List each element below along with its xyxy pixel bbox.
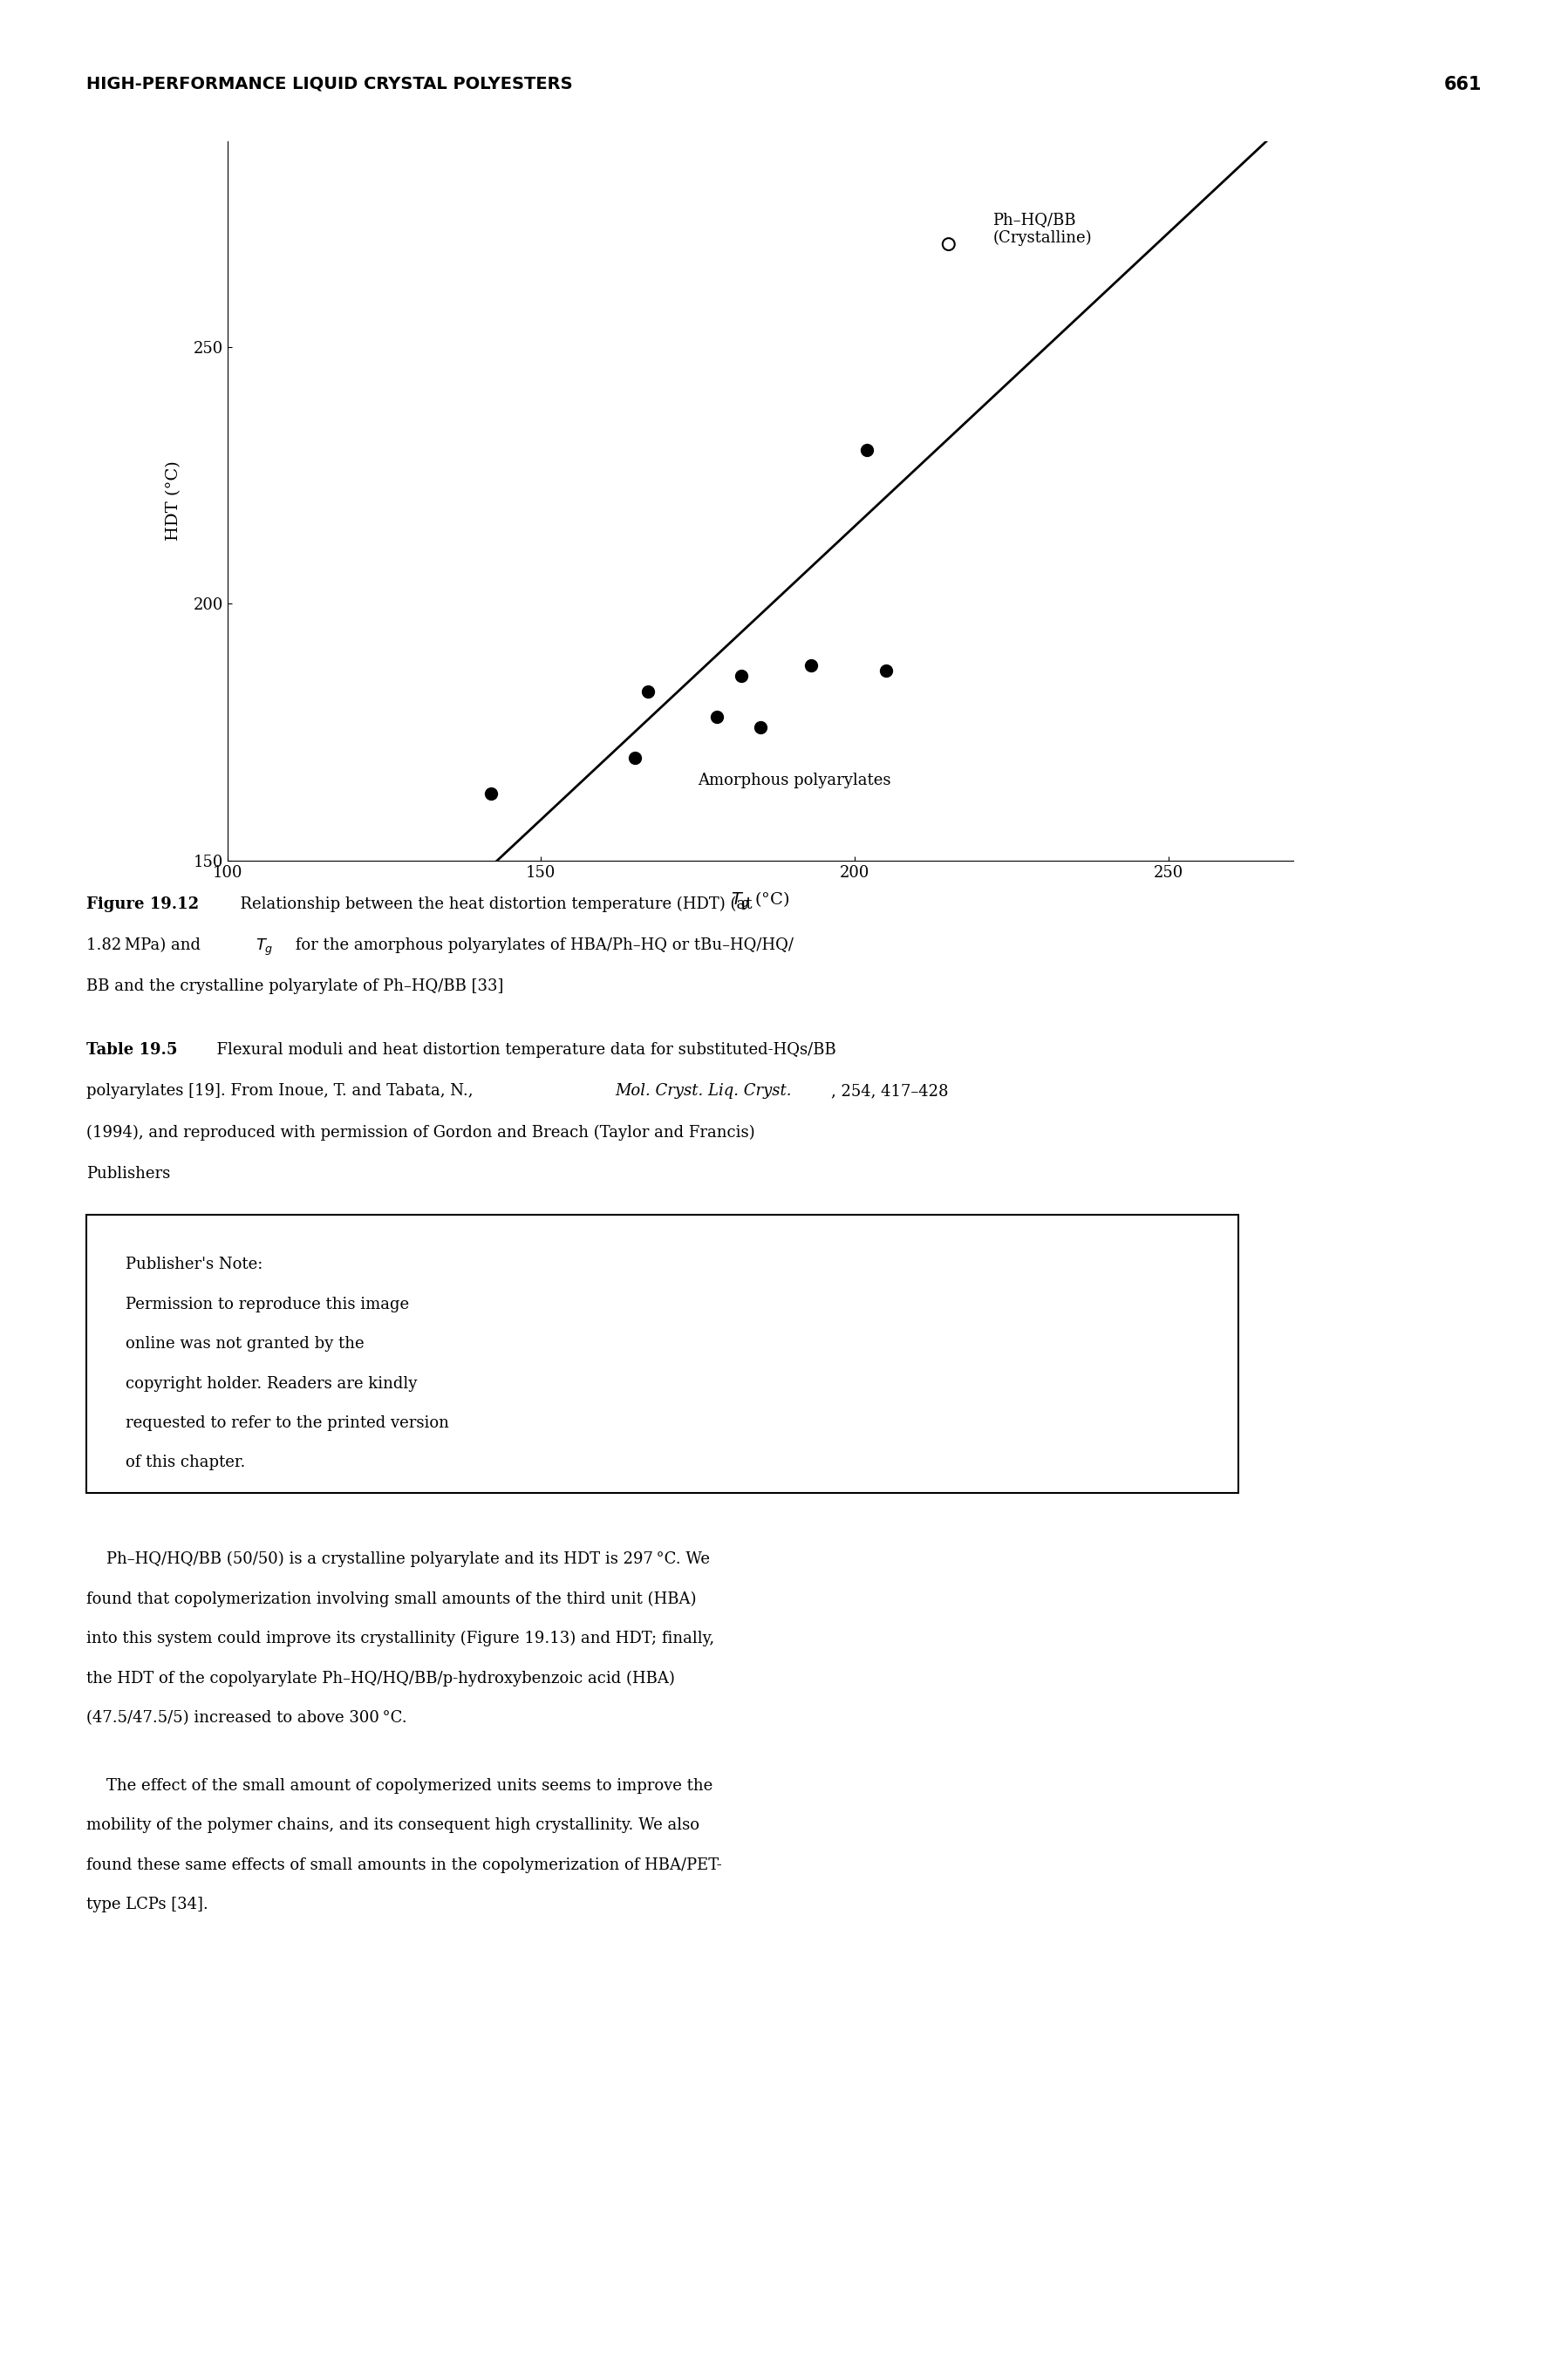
Text: found that copolymerization involving small amounts of the third unit (HBA): found that copolymerization involving sm… — [86, 1592, 696, 1608]
Point — [635, 672, 660, 710]
Text: the HDT of the copolyarylate Ph–HQ/HQ/BB/⁠p-hydroxybenzoic acid (HBA): the HDT of the copolyarylate Ph–HQ/HQ/BB… — [86, 1669, 674, 1686]
X-axis label: $T_g$ (°C): $T_g$ (°C) — [731, 891, 790, 913]
Text: Publishers: Publishers — [86, 1165, 171, 1181]
Text: BB and the crystalline polyarylate of Ph–HQ/BB [33]: BB and the crystalline polyarylate of Ph… — [86, 979, 503, 995]
Text: , ⁠254, 417–428: , ⁠254, 417–428 — [831, 1082, 949, 1099]
Text: (47.5/47.5/5) increased to above 300 °C.: (47.5/47.5/5) increased to above 300 °C. — [86, 1710, 406, 1726]
Text: $T_g$: $T_g$ — [256, 936, 273, 957]
Text: into this system could improve its crystallinity (Figure 19.13) and HDT; finally: into this system could improve its cryst… — [86, 1632, 715, 1646]
Text: 661: 661 — [1444, 75, 1482, 92]
Point — [729, 658, 754, 696]
Text: of this chapter.: of this chapter. — [125, 1455, 245, 1471]
Point — [704, 698, 729, 736]
Text: The effect of the small amount of copolymerized units seems to improve the: The effect of the small amount of copoly… — [86, 1778, 712, 1794]
Text: Publisher's Note:: Publisher's Note: — [125, 1257, 263, 1273]
Text: requested to refer to the printed version: requested to refer to the printed versio… — [125, 1415, 448, 1431]
Text: found these same effects of small amounts in the copolymerization of HBA/PET-: found these same effects of small amount… — [86, 1858, 721, 1872]
Text: Amorphous polyarylates: Amorphous polyarylates — [698, 773, 891, 788]
Text: Permission to reproduce this image: Permission to reproduce this image — [125, 1297, 409, 1311]
Y-axis label: HDT (°C): HDT (°C) — [165, 462, 180, 540]
Text: copyright holder. Readers are kindly: copyright holder. Readers are kindly — [125, 1375, 417, 1391]
Point — [873, 651, 898, 689]
Text: for the amorphous polyarylates of HBA/Ph–HQ or ⁠tBu–HQ/HQ/: for the amorphous polyarylates of HBA/Ph… — [290, 936, 793, 953]
Point — [855, 432, 880, 469]
Point — [622, 738, 648, 776]
Text: Mol. Cryst. Liq. Cryst.: Mol. Cryst. Liq. Cryst. — [615, 1082, 792, 1099]
Text: Ph–HQ/BB
(Crystalline): Ph–HQ/BB (Crystalline) — [993, 212, 1091, 245]
Text: mobility of the polymer chains, and its consequent high crystallinity. We also: mobility of the polymer chains, and its … — [86, 1818, 699, 1832]
Point — [478, 776, 503, 814]
Text: polyarylates [19]. From Inoue, T. and Tabata, N.,: polyarylates [19]. From Inoue, T. and Ta… — [86, 1082, 478, 1099]
Text: 1.82 MPa) and: 1.82 MPa) and — [86, 936, 205, 953]
Point — [748, 707, 773, 745]
Text: Ph–HQ/HQ/BB (50/50) is a crystalline polyarylate and its HDT is 297 °C. We: Ph–HQ/HQ/BB (50/50) is a crystalline pol… — [86, 1552, 710, 1568]
Text: HIGH-PERFORMANCE LIQUID CRYSTAL POLYESTERS: HIGH-PERFORMANCE LIQUID CRYSTAL POLYESTE… — [86, 75, 572, 92]
Text: Flexural moduli and heat distortion temperature data for substituted-HQs/BB: Flexural moduli and heat distortion temp… — [207, 1042, 836, 1059]
Text: Table 19.5: Table 19.5 — [86, 1042, 177, 1059]
Text: online was not granted by the: online was not granted by the — [125, 1337, 364, 1351]
Text: Figure 19.12: Figure 19.12 — [86, 896, 199, 913]
Text: type LCPs [34].: type LCPs [34]. — [86, 1896, 209, 1912]
Point — [798, 646, 823, 684]
Point — [936, 226, 961, 264]
Text: (1994), and reproduced with permission of Gordon and Breach (Taylor and Francis): (1994), and reproduced with permission o… — [86, 1125, 754, 1141]
Text: Relationship between the heat distortion temperature (HDT) (at: Relationship between the heat distortion… — [230, 896, 753, 913]
